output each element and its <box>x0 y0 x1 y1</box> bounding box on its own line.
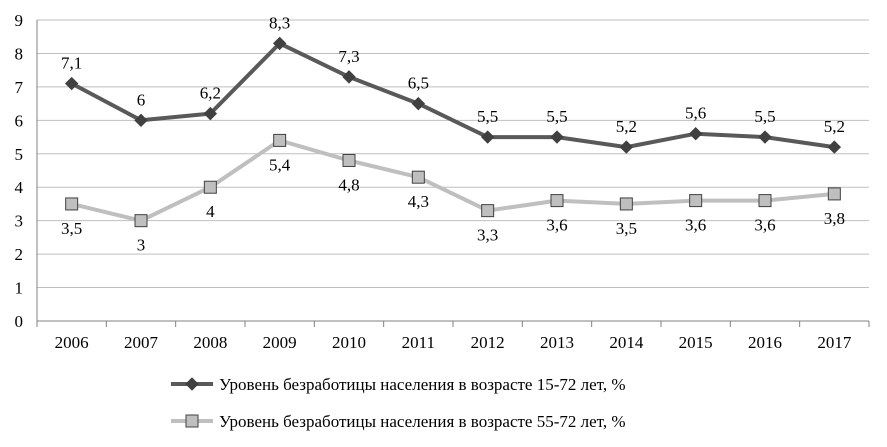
legend-marker-diamond <box>185 377 199 391</box>
y-tick-label: 1 <box>15 279 24 298</box>
legend: Уровень безработицы населения в возрасте… <box>171 375 625 431</box>
y-tick-label: 6 <box>15 111 24 130</box>
data-point-diamond <box>550 130 564 144</box>
data-label: 6 <box>137 90 146 109</box>
data-point-diamond <box>827 140 842 154</box>
legend-label: Уровень безработицы населения в возрасте… <box>219 412 625 431</box>
data-label: 5,5 <box>546 107 567 126</box>
x-tick-label: 2011 <box>402 333 435 352</box>
data-label: 5,2 <box>824 117 845 136</box>
data-point-diamond <box>758 130 772 144</box>
data-label: 5,5 <box>477 107 498 126</box>
data-label: 4,3 <box>408 192 429 211</box>
data-label: 5,6 <box>685 104 706 123</box>
x-tick-label: 2016 <box>748 333 782 352</box>
y-tick-label: 7 <box>15 78 24 97</box>
y-tick-label: 0 <box>15 312 24 331</box>
data-point-square <box>619 197 633 211</box>
legend-label: Уровень безработицы населения в возрасте… <box>219 375 625 394</box>
data-label: 5,4 <box>269 155 291 174</box>
data-point-square <box>203 180 217 194</box>
x-tick-label: 2008 <box>193 333 227 352</box>
data-point-diamond <box>480 130 495 144</box>
data-point-diamond <box>619 140 634 154</box>
data-label: 3,6 <box>546 216 567 235</box>
data-label: 3,8 <box>824 209 845 228</box>
data-label: 3,6 <box>685 216 706 235</box>
gridlines <box>37 19 869 289</box>
y-tick-label: 8 <box>15 44 24 63</box>
data-label: 7,3 <box>338 47 359 66</box>
x-tick-label: 2009 <box>263 333 297 352</box>
y-tick-label: 5 <box>15 145 24 164</box>
series <box>64 36 842 228</box>
data-label: 6,2 <box>200 84 221 103</box>
data-point-square <box>758 194 772 208</box>
data-point-diamond <box>272 36 287 51</box>
data-point-diamond <box>411 96 426 111</box>
data-point-diamond <box>203 106 218 121</box>
data-label: 3,6 <box>754 216 775 235</box>
data-label: 4,8 <box>338 175 359 194</box>
data-point-diamond <box>688 127 703 141</box>
x-tick-label: 2014 <box>609 333 644 352</box>
x-tick-label: 2017 <box>817 333 852 352</box>
x-tick-label: 2012 <box>471 333 505 352</box>
data-point-square <box>65 197 79 211</box>
y-tick-label: 3 <box>15 212 24 231</box>
data-point-square <box>342 153 356 167</box>
data-label: 6,5 <box>408 74 429 93</box>
data-point-square <box>411 170 425 184</box>
x-tick-label: 2007 <box>124 333 159 352</box>
data-point-square <box>689 194 703 208</box>
data-point-square <box>827 187 841 201</box>
y-tick-label: 9 <box>15 11 24 30</box>
y-tick-label: 4 <box>15 178 24 197</box>
data-point-square <box>481 204 495 218</box>
axes: 0 1 2 3 4 5 6 7 8 9 2006 2007 2008 2009 2010 2011 2012 20… <box>15 11 870 352</box>
data-point-diamond <box>134 113 148 128</box>
data-label: 5,2 <box>616 117 637 136</box>
x-tick-label: 2013 <box>540 333 574 352</box>
data-label: 4 <box>206 202 215 221</box>
series-line <box>70 41 835 150</box>
data-point-diamond <box>64 76 79 91</box>
data-labels: 7,1 6 6,2 8,3 7,3 6,5 5,5 5,5 5,2 5,6 5,5 5,2 3,5 3 4 5… <box>61 13 845 254</box>
data-label: 3,5 <box>616 219 637 238</box>
data-label: 8,3 <box>269 13 290 32</box>
data-point-square <box>273 133 287 147</box>
data-label: 3,3 <box>477 226 498 245</box>
data-label: 5,5 <box>754 107 775 126</box>
x-tick-label: 2006 <box>55 333 89 352</box>
data-label: 7,1 <box>61 54 82 73</box>
series-line <box>71 138 835 223</box>
data-label: 3,5 <box>61 219 82 238</box>
data-point-square <box>550 194 564 208</box>
data-point-square <box>134 214 148 228</box>
x-tick-label: 2010 <box>332 333 366 352</box>
data-label: 3 <box>137 236 146 255</box>
y-tick-label: 2 <box>15 245 24 264</box>
x-tick-label: 2015 <box>679 333 713 352</box>
data-point-diamond <box>342 70 356 84</box>
legend-marker-square <box>185 414 199 428</box>
